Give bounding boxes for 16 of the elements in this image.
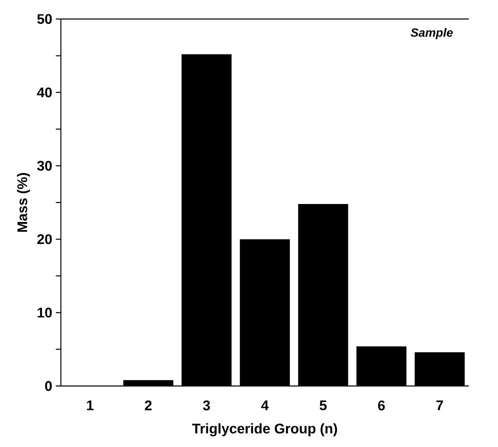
annotation: Sample bbox=[410, 28, 453, 40]
x-tick-label: 1 bbox=[86, 400, 94, 410]
x-tick-label: 7 bbox=[436, 400, 443, 410]
y-tick-label: 10 bbox=[38, 308, 52, 318]
x-tick-label: 3 bbox=[203, 400, 210, 410]
x-tick-label: 4 bbox=[261, 400, 269, 410]
y-tick-label: 40 bbox=[37, 87, 52, 98]
y-tick-label: 50 bbox=[37, 14, 52, 24]
x-tick-label: 2 bbox=[144, 400, 152, 410]
y-axis-title: Mass (%) bbox=[16, 172, 30, 232]
y-tick-label: 0 bbox=[45, 381, 52, 391]
x-tick-label: 6 bbox=[378, 400, 385, 410]
y-tick-label: 20 bbox=[37, 234, 52, 244]
x-axis-title: Triglyceride Group (n) bbox=[192, 423, 338, 436]
y-tick-label: 30 bbox=[37, 160, 52, 171]
x-tick-label: 5 bbox=[320, 400, 327, 410]
